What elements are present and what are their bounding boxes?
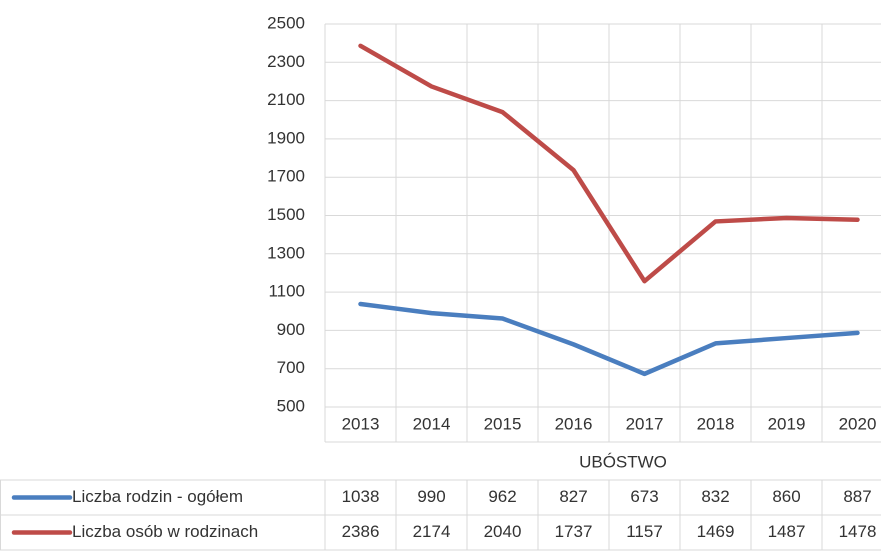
x-tick-label: 2016 (555, 414, 593, 433)
y-tick-label: 500 (277, 396, 305, 415)
y-tick-label: 1500 (267, 205, 305, 224)
table-value: 860 (772, 487, 800, 506)
x-tick-label: 2015 (484, 414, 522, 433)
x-tick-label: 2014 (413, 414, 451, 433)
y-tick-label: 1700 (267, 167, 305, 186)
legend-label: Liczba rodzin - ogółem (72, 487, 243, 506)
table-value: 887 (843, 487, 871, 506)
series-line (358, 301, 860, 377)
x-tick-label: 2017 (626, 414, 664, 433)
y-tick-label: 1300 (267, 243, 305, 262)
table-value: 962 (488, 487, 516, 506)
x-tick-label: 2019 (768, 414, 806, 433)
x-tick-label: 2020 (839, 414, 877, 433)
table-value: 2040 (484, 522, 522, 541)
x-axis-title: UBÓSTWO (579, 452, 667, 471)
series-line (358, 43, 860, 284)
table-value: 832 (701, 487, 729, 506)
y-tick-label: 1900 (267, 128, 305, 147)
table-value: 2174 (413, 522, 451, 541)
x-tick-label: 2018 (697, 414, 735, 433)
y-tick-label: 1100 (268, 282, 305, 301)
table-value: 1487 (768, 522, 806, 541)
table-value: 990 (417, 487, 445, 506)
table-value: 827 (559, 487, 587, 506)
y-tick-label: 2100 (267, 90, 305, 109)
y-tick-label: 2300 (267, 52, 305, 71)
table-value: 1469 (697, 522, 735, 541)
legend-label: Liczba osób w rodzinach (72, 522, 258, 541)
y-tick-label: 900 (277, 320, 305, 339)
table-value: 1737 (555, 522, 593, 541)
y-tick-label: 2500 (267, 13, 305, 32)
table-value: 1157 (626, 522, 663, 541)
table-value: 2386 (342, 522, 380, 541)
x-tick-label: 2013 (342, 414, 380, 433)
table-value: 673 (630, 487, 658, 506)
table-value: 1038 (342, 487, 380, 506)
y-tick-label: 700 (277, 358, 305, 377)
table-value: 1478 (839, 522, 877, 541)
